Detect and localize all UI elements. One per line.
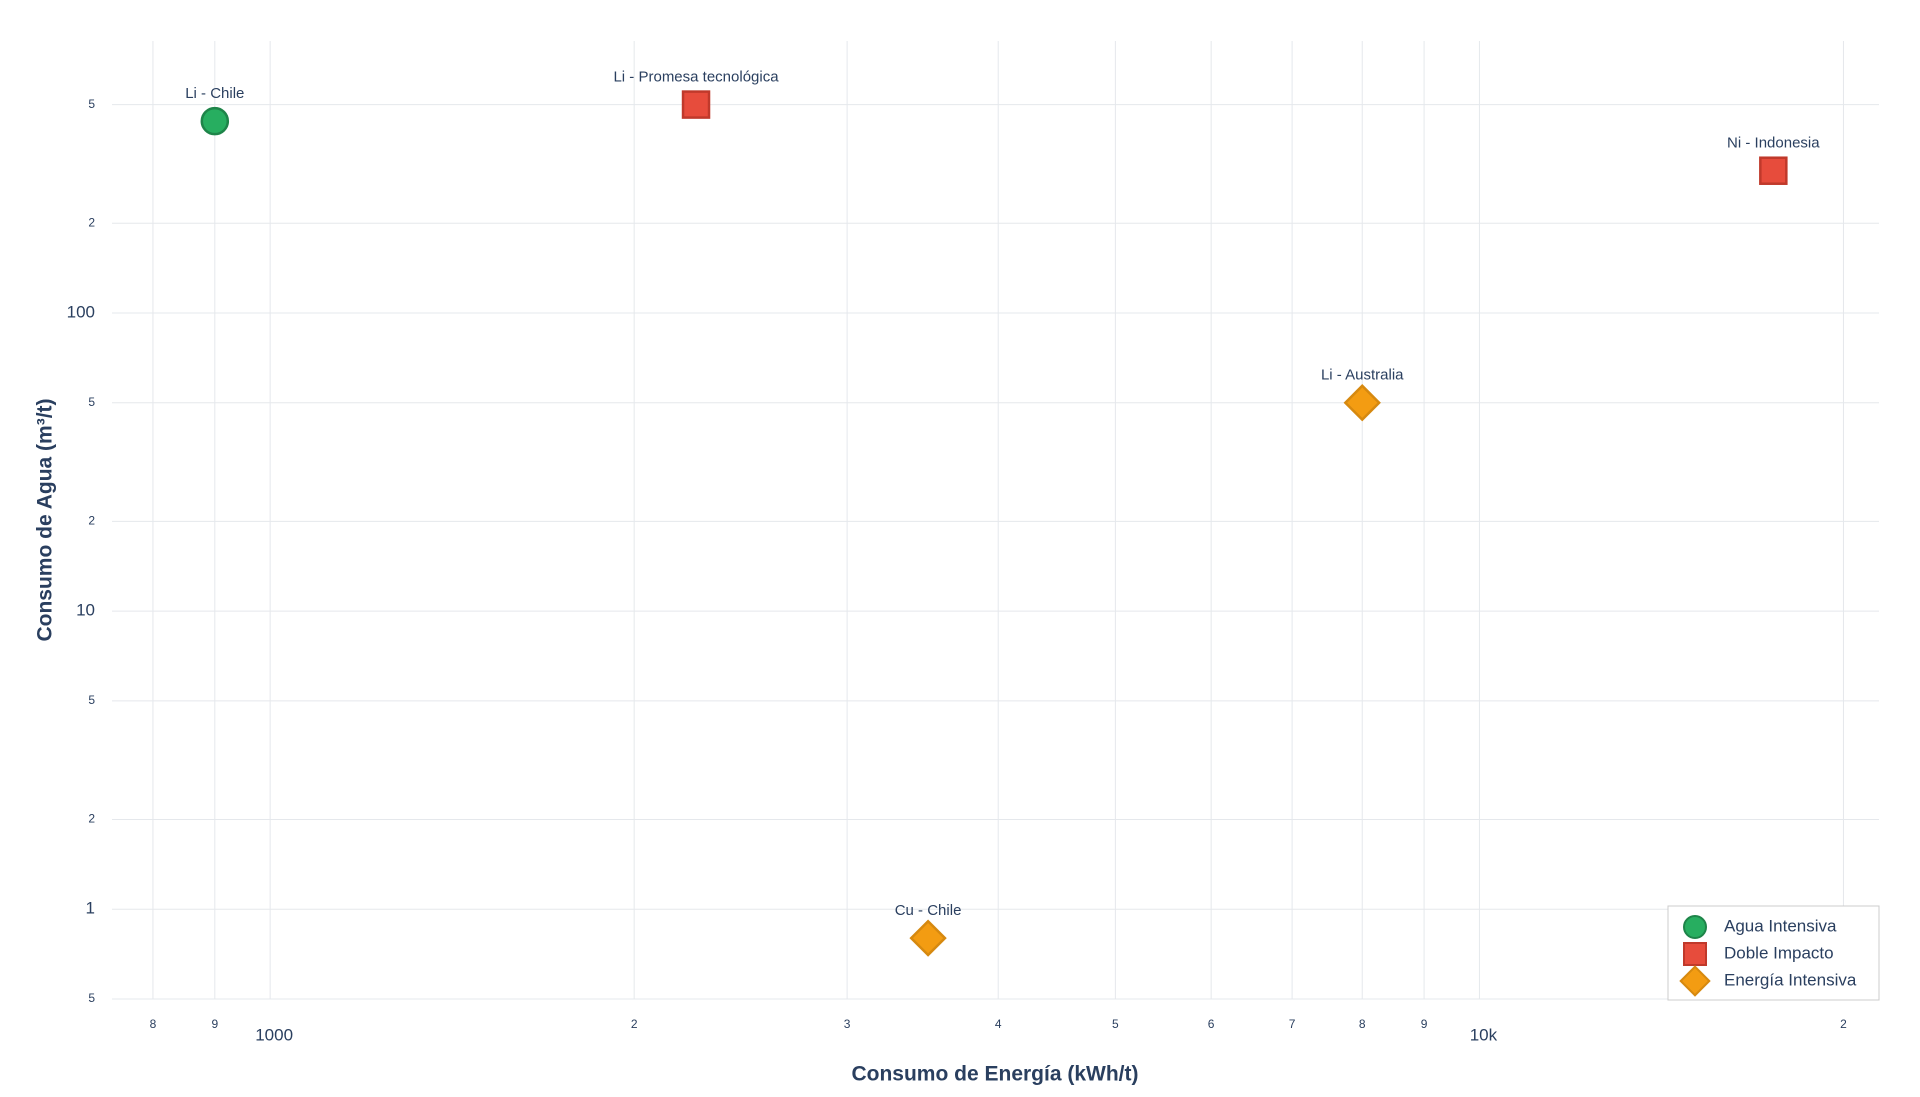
point-label: Li - Australia (1321, 367, 1404, 384)
y-axis-title: Consumo de Agua (m³/t) (34, 398, 57, 641)
x-tick-label: 9 (211, 1017, 218, 1031)
legend-label: Agua Intensiva (1724, 916, 1837, 935)
marker (1683, 915, 1707, 939)
y-tick-label: 5 (88, 991, 95, 1005)
y-tick-label: 5 (88, 97, 95, 111)
y-tick-label: 5 (88, 395, 95, 409)
x-tick-label: 2 (1840, 1017, 1847, 1031)
point-label: Ni - Indonesia (1727, 135, 1820, 152)
point-label: Li - Chile (185, 85, 244, 102)
marker (200, 106, 230, 136)
x-tick-label: 8 (150, 1017, 157, 1031)
y-tick-label: 10 (76, 601, 95, 620)
y-tick-label: 5 (88, 693, 95, 707)
x-axis-title: Consumo de Energía (kWh/t) (851, 1063, 1138, 1086)
y-tick-label: 2 (88, 215, 95, 229)
marker (1343, 384, 1381, 422)
marker (1759, 156, 1788, 185)
x-tick-label: 9 (1421, 1017, 1428, 1031)
x-tick-label: 1000 (255, 1025, 293, 1044)
marker (909, 919, 947, 957)
y-tick-label: 100 (67, 302, 95, 321)
x-tick-label: 5 (1112, 1017, 1119, 1031)
point-label: Cu - Chile (895, 902, 962, 919)
y-tick-label: 2 (88, 514, 95, 528)
y-tick-label: 2 (88, 812, 95, 826)
legend-label: Energía Intensiva (1724, 970, 1857, 989)
legend-label: Doble Impacto (1724, 943, 1834, 962)
marker (1679, 965, 1711, 997)
x-tick-label: 8 (1359, 1017, 1366, 1031)
y-tick-label: 1 (86, 899, 95, 918)
grid (112, 41, 1879, 1000)
x-tick-label: 7 (1289, 1017, 1296, 1031)
legend: Agua Intensiva Doble Impacto Energía Inten… (1667, 905, 1880, 1001)
x-tick-label: 2 (631, 1017, 638, 1031)
point-label: Li - Promesa tecnológica (613, 69, 779, 86)
x-tick-label: 4 (995, 1017, 1002, 1031)
x-tick-label: 6 (1208, 1017, 1215, 1031)
x-tick-label: 10k (1470, 1025, 1498, 1044)
marker (1683, 942, 1707, 966)
x-tick-label: 3 (844, 1017, 851, 1031)
marker (681, 90, 711, 119)
